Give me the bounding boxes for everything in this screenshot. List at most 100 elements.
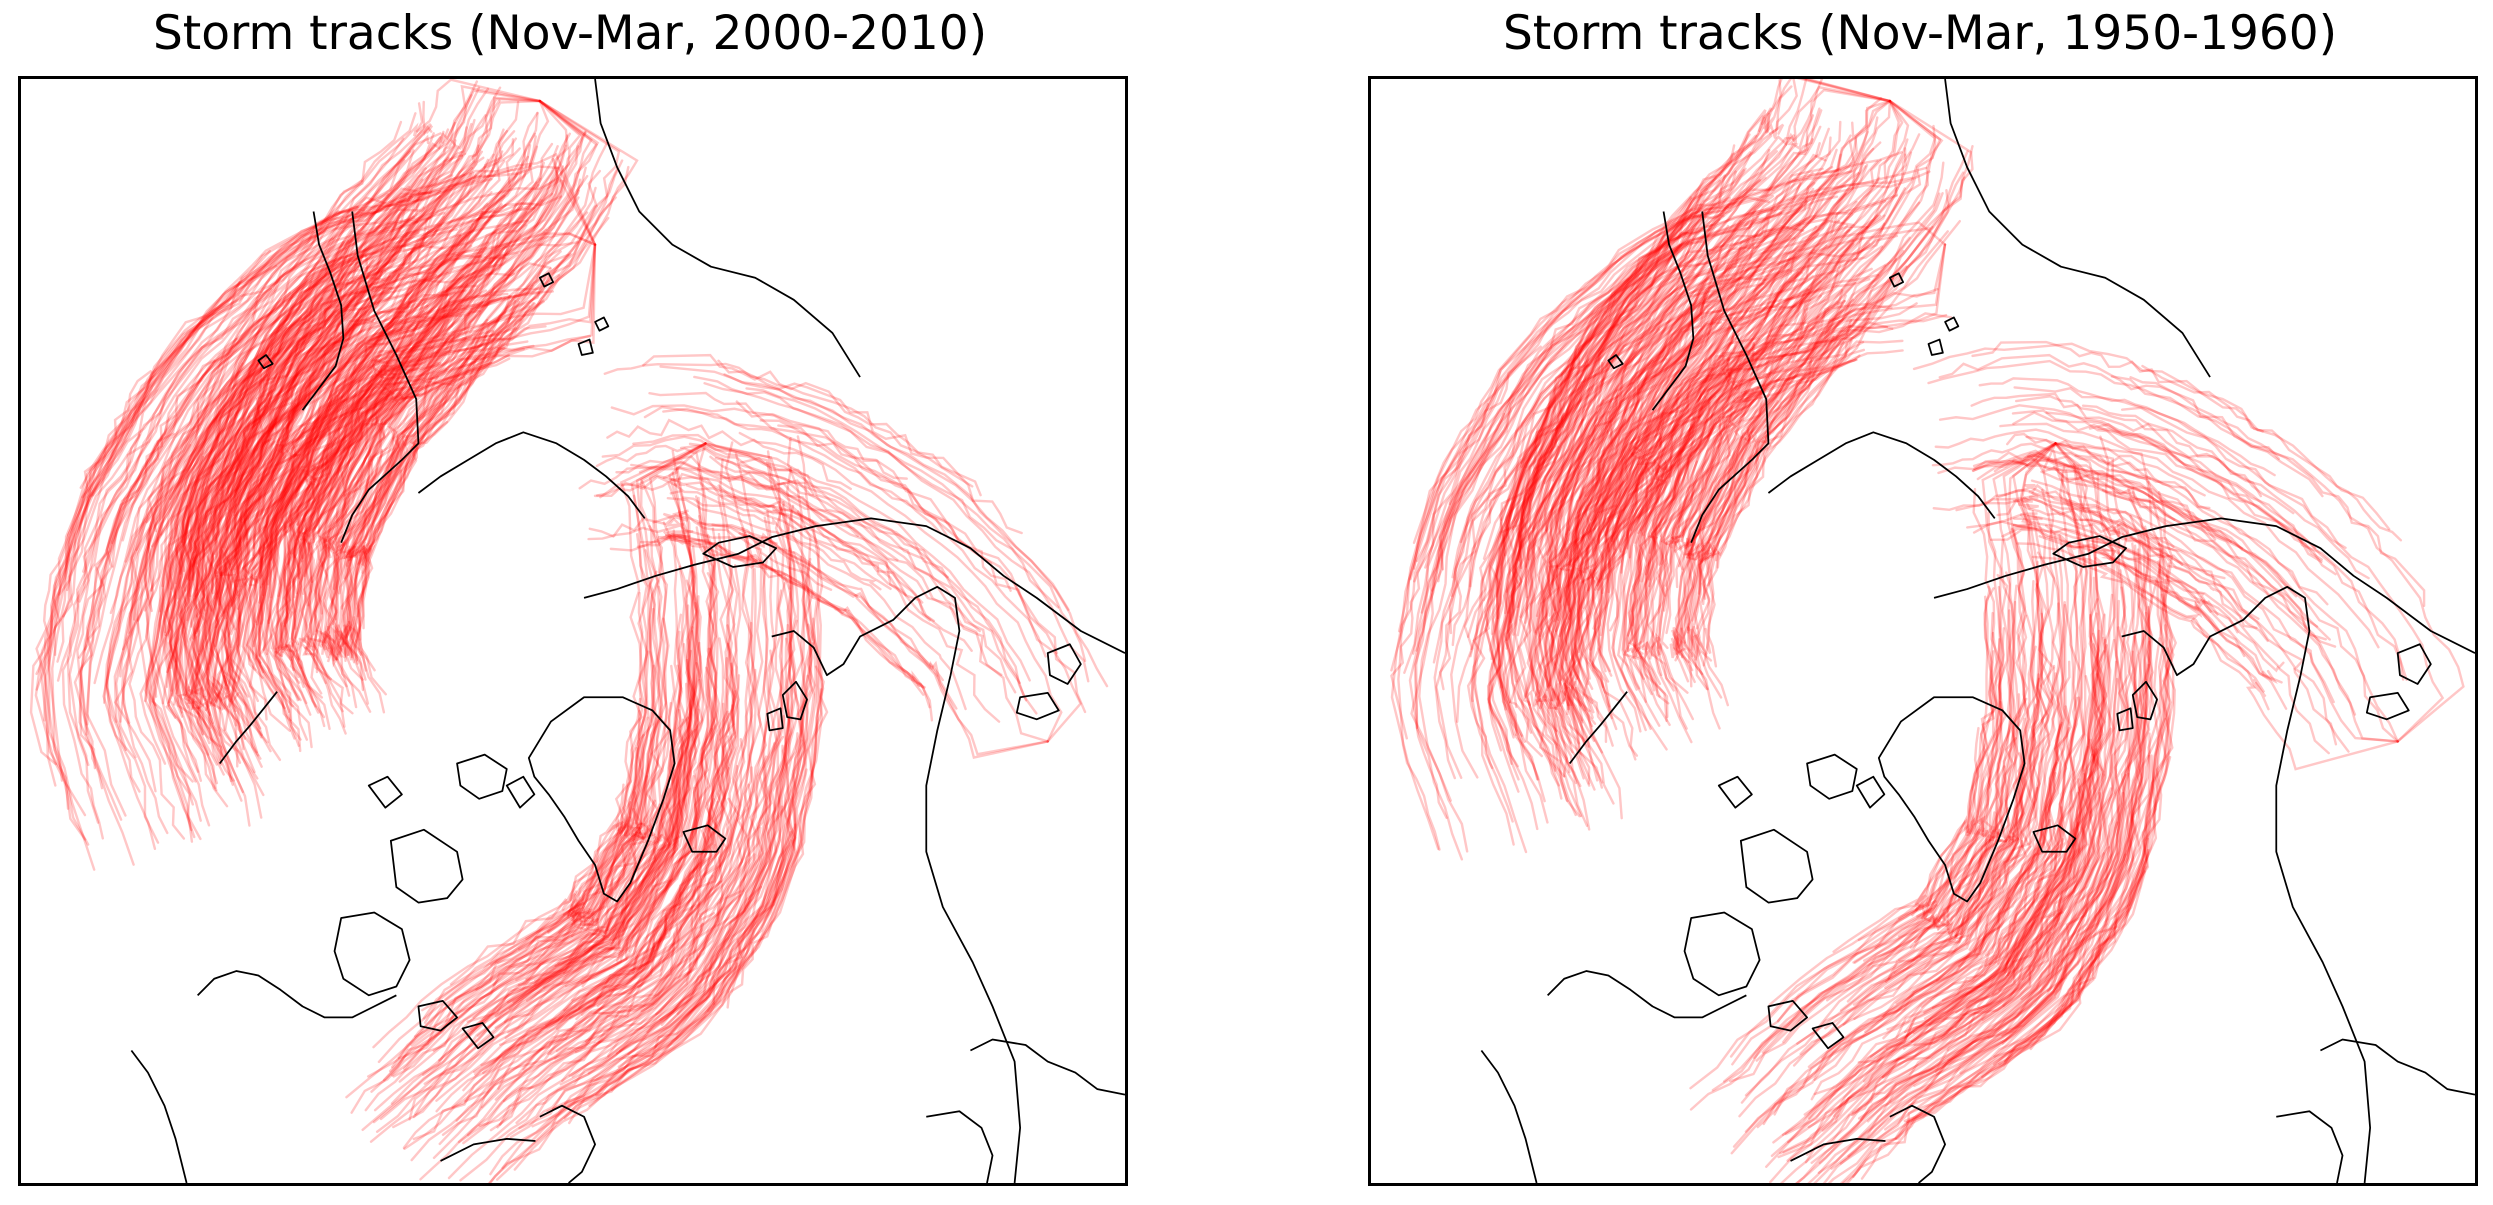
storm-track-line [1857, 587, 1995, 942]
storm-track-line [1631, 153, 1907, 653]
storm-track-line [82, 176, 597, 573]
storm-track-line [1555, 356, 1731, 633]
storm-track-line [213, 344, 535, 707]
storm-track-line [338, 252, 572, 692]
coastline-segment [926, 1110, 994, 1183]
coastline-segment [505, 775, 536, 809]
storm-track-line [495, 885, 763, 1142]
storm-track-line [759, 419, 1083, 743]
storm-track-line [1537, 399, 1605, 785]
storm-track-line [1438, 364, 1590, 691]
storm-track-line [1580, 234, 1792, 720]
storm-track-line [1482, 221, 1947, 560]
storm-track-line [213, 402, 385, 797]
storm-track-line [619, 442, 796, 1053]
coastline-segment [1767, 431, 1996, 519]
storm-track-line [168, 132, 435, 709]
storm-track-line [352, 346, 506, 696]
storm-track-line [1629, 287, 1809, 696]
storm-track-line [1956, 612, 2055, 940]
storm-track-line [1864, 533, 2069, 1034]
storm-track-line [1535, 436, 1641, 827]
storm-track-line [1430, 211, 1783, 592]
storm-track-line [1576, 134, 1852, 680]
storm-track-line [544, 704, 735, 1027]
storm-track-line [326, 319, 489, 709]
storm-track-line [79, 231, 419, 866]
storm-track-line [1859, 821, 2119, 1121]
storm-track-line [1674, 201, 1921, 553]
storm-track-line [220, 196, 414, 489]
storm-track-line [1863, 571, 2013, 962]
storm-track-line [525, 466, 698, 1002]
storm-track-line [554, 579, 696, 967]
storm-track-line [1678, 161, 1945, 552]
storm-track-line [2046, 497, 2150, 993]
coastline-segment [1877, 696, 2026, 903]
storm-track-line [1866, 791, 2125, 1123]
storm-track-line [1972, 453, 2244, 550]
coastline-segment [781, 680, 808, 721]
storm-track-line [2004, 598, 2099, 974]
storm-track-line [1529, 217, 1721, 788]
storm-track-line [1505, 179, 1722, 593]
storm-track-line [557, 565, 686, 965]
storm-track-line [2006, 442, 2107, 977]
storm-track-line [189, 118, 476, 628]
storm-track-line [202, 178, 424, 534]
storm-track-line [1528, 176, 1767, 692]
storm-track-line [669, 532, 925, 696]
storm-track-line [2002, 586, 2130, 1008]
storm-track-line [568, 617, 823, 1125]
storm-track-line [382, 824, 650, 1082]
storm-track-line [1586, 97, 1883, 592]
storm-track-line [525, 442, 707, 940]
map-panel-right: Storm tracks (Nov-Mar, 1950-1960) [1350, 0, 2490, 1205]
storm-track-line [294, 179, 563, 646]
storm-track-line [1887, 752, 2027, 980]
coastline-segment [367, 775, 403, 809]
storm-track-line [636, 530, 791, 590]
storm-track-line [508, 649, 696, 1011]
coastline-segment [1889, 1104, 1946, 1183]
storm-track-line [596, 662, 740, 1008]
storm-track-line [630, 460, 1003, 677]
coastline-segment [1790, 1137, 1886, 1162]
storm-track-line [639, 530, 925, 689]
storm-track-line [167, 415, 290, 782]
storm-track-line [145, 210, 340, 698]
storm-track-line [638, 461, 899, 562]
storm-track-line [1524, 133, 1796, 624]
storm-track-line [410, 617, 670, 1047]
storm-track-line [236, 137, 518, 610]
storm-track-line [1675, 282, 1857, 589]
storm-track-line [209, 122, 473, 515]
storm-track-line [1539, 107, 1821, 637]
storm-track-line [546, 551, 810, 1113]
coastline-segment [577, 338, 594, 356]
storm-track-line [1830, 663, 2153, 1170]
storm-track-line [1902, 638, 2107, 1050]
storm-track-line [350, 799, 657, 1114]
coastline-segment [594, 316, 610, 332]
storm-track-line [194, 197, 407, 565]
storm-track-line [35, 281, 241, 841]
storm-track-line [1473, 278, 1741, 846]
storm-track-line [307, 224, 528, 537]
storm-track-line [2029, 491, 2178, 1051]
storm-track-line [1504, 174, 1726, 615]
storm-track-line [402, 664, 676, 1071]
storm-track-line [1857, 821, 2080, 1064]
storm-track-line [1991, 644, 2108, 995]
storm-track-line [193, 334, 412, 597]
storm-track-line [144, 102, 424, 613]
storm-track-line [1690, 340, 1842, 707]
coastline-segment [2116, 707, 2134, 732]
storm-track-line [494, 658, 695, 1018]
storm-track-line [79, 177, 438, 489]
storm-track-line [1617, 99, 1892, 520]
storm-track-line [197, 363, 393, 787]
storm-track-line [1516, 148, 1771, 637]
storm-track-line [176, 128, 450, 600]
storm-track-line [1817, 853, 2127, 1174]
